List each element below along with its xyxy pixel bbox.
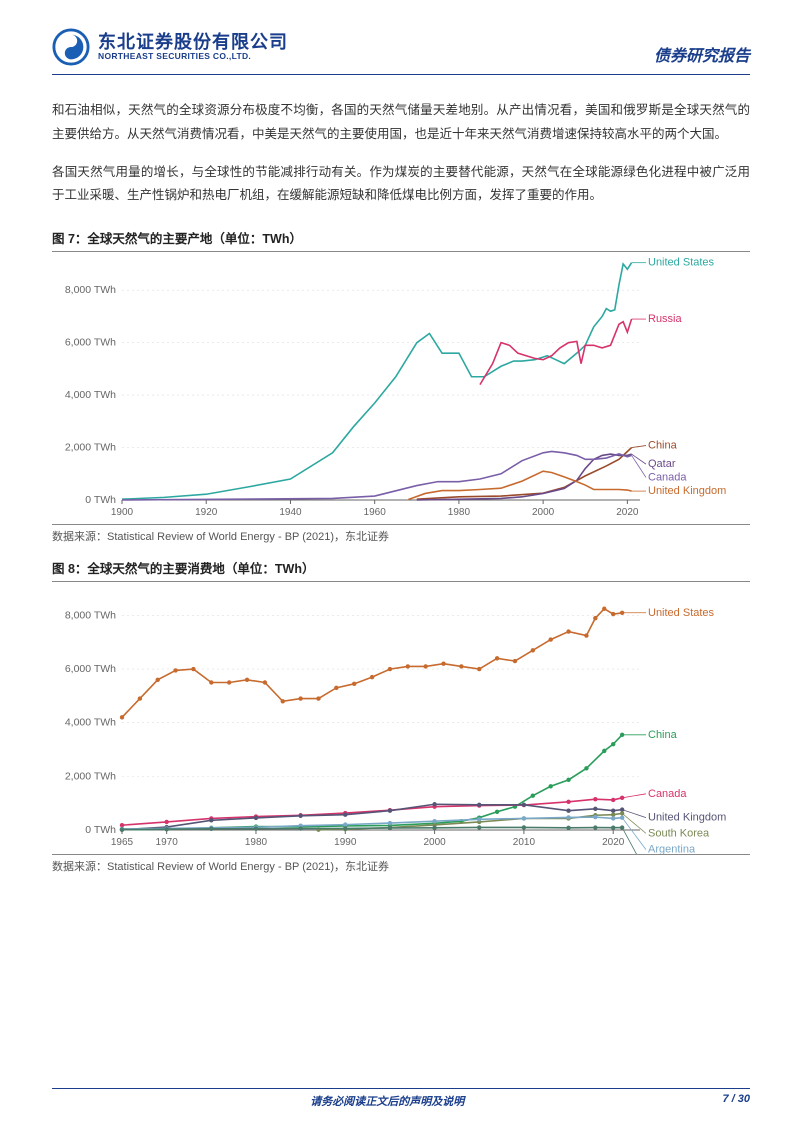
svg-text:2,000 TWh: 2,000 TWh [65, 442, 116, 454]
svg-text:China: China [648, 440, 678, 452]
svg-text:United Kingdom: United Kingdom [648, 485, 726, 497]
svg-text:8,000 TWh: 8,000 TWh [65, 284, 116, 296]
svg-text:South Korea: South Korea [648, 827, 710, 839]
svg-text:1920: 1920 [195, 507, 218, 518]
svg-text:Canada: Canada [648, 788, 687, 800]
figure-8: 图 8：全球天然气的主要消费地（单位：TWh） 0 TWh 2,000 TWh 4,… [0, 552, 802, 882]
figure-8-top-rule [52, 581, 750, 582]
figure-8-chart: 0 TWh 2,000 TWh 4,000 TWh 6,000 TWh 8,000 TW… [52, 584, 750, 854]
svg-text:4,000 TWh: 4,000 TWh [65, 389, 116, 401]
svg-text:2010: 2010 [513, 837, 536, 848]
svg-text:1960: 1960 [364, 507, 387, 518]
svg-text:Russia: Russia [648, 313, 683, 325]
paragraph-1: 和石油相似，天然气的全球资源分布极度不均衡，各国的天然气储量天差地别。从产出情况… [52, 99, 750, 147]
svg-text:Qatar: Qatar [648, 458, 676, 470]
figure-7-source: 数据来源：Statistical Review of World Energy … [52, 524, 750, 552]
svg-text:8,000 TWh: 8,000 TWh [65, 609, 116, 621]
svg-text:Canada: Canada [648, 471, 687, 483]
svg-text:United States: United States [648, 257, 715, 269]
paragraph-2: 各国天然气用量的增长，与全球性的节能减排行动有关。作为煤炭的主要替代能源，天然气… [52, 161, 750, 209]
body-text: 和石油相似，天然气的全球资源分布极度不均衡，各国的天然气储量天差地别。从产出情况… [0, 75, 802, 208]
figure-8-source: 数据来源：Statistical Review of World Energy … [52, 854, 750, 882]
svg-text:Argentina: Argentina [648, 844, 696, 854]
svg-text:2020: 2020 [602, 837, 625, 848]
page-number: 7 / 30 [722, 1093, 750, 1109]
figure-7-title: 图 7：全球天然气的主要产地（单位：TWh） [52, 228, 750, 251]
svg-text:1990: 1990 [334, 837, 357, 848]
page-footer: 请务必阅读正文后的声明及说明 7 / 30 [52, 1088, 750, 1109]
svg-text:1970: 1970 [156, 837, 179, 848]
svg-text:1940: 1940 [279, 507, 302, 518]
svg-text:1980: 1980 [245, 837, 268, 848]
svg-text:2020: 2020 [616, 507, 639, 518]
figure-7-top-rule [52, 251, 750, 252]
figure-8-title: 图 8：全球天然气的主要消费地（单位：TWh） [52, 558, 750, 581]
svg-text:6,000 TWh: 6,000 TWh [65, 337, 116, 349]
figure-7-chart: 0 TWh 2,000 TWh 4,000 TWh 6,000 TWh 8,000 TW… [52, 254, 750, 524]
svg-text:1965: 1965 [111, 837, 134, 848]
svg-text:1900: 1900 [111, 507, 134, 518]
svg-text:1980: 1980 [448, 507, 471, 518]
report-type: 债券研究报告 [654, 28, 750, 66]
footer-divider [52, 1088, 750, 1089]
company-logo-icon [52, 28, 90, 66]
svg-text:6,000 TWh: 6,000 TWh [65, 663, 116, 675]
svg-text:2000: 2000 [423, 837, 446, 848]
company-logo-block: 东北证券股份有限公司 NORTHEAST SECURITIES CO.,LTD. [52, 28, 288, 66]
svg-text:2,000 TWh: 2,000 TWh [65, 770, 116, 782]
svg-text:United Kingdom: United Kingdom [648, 812, 726, 824]
footer-disclaimer: 请务必阅读正文后的声明及说明 [52, 1093, 722, 1109]
svg-text:China: China [648, 729, 678, 741]
company-name-en: NORTHEAST SECURITIES CO.,LTD. [98, 52, 288, 61]
svg-text:4,000 TWh: 4,000 TWh [65, 717, 116, 729]
svg-text:0 TWh: 0 TWh [85, 824, 116, 836]
svg-text:2000: 2000 [532, 507, 555, 518]
svg-text:0 TWh: 0 TWh [85, 494, 116, 506]
svg-text:United States: United States [648, 607, 715, 619]
page-header: 东北证券股份有限公司 NORTHEAST SECURITIES CO.,LTD.… [0, 0, 802, 74]
company-name-cn: 东北证券股份有限公司 [98, 33, 288, 52]
figure-7: 图 7：全球天然气的主要产地（单位：TWh） 0 TWh 2,000 TWh 4,0… [0, 222, 802, 552]
